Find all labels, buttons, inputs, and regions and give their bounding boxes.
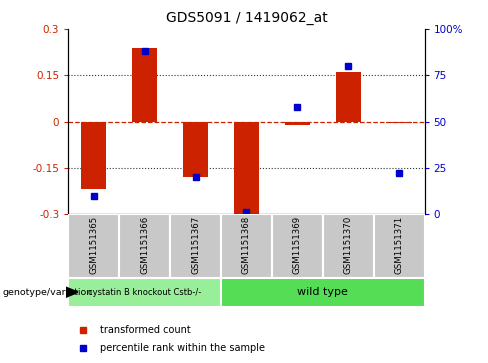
Bar: [374, 214, 425, 278]
Bar: [386, 122, 412, 123]
Text: transformed count: transformed count: [101, 325, 191, 335]
Bar: [170, 214, 221, 278]
Bar: [183, 122, 208, 177]
Text: percentile rank within the sample: percentile rank within the sample: [101, 343, 265, 354]
Bar: [81, 122, 106, 189]
Text: GSM1151368: GSM1151368: [242, 216, 251, 274]
Text: GSM1151367: GSM1151367: [191, 216, 200, 274]
Bar: [132, 48, 157, 122]
Text: wild type: wild type: [297, 287, 348, 297]
Bar: [221, 278, 425, 307]
Bar: [68, 214, 119, 278]
Text: GSM1151369: GSM1151369: [293, 216, 302, 274]
Text: GSM1151371: GSM1151371: [395, 216, 404, 274]
Polygon shape: [66, 287, 78, 297]
Text: GSM1151370: GSM1151370: [344, 216, 353, 274]
Text: genotype/variation: genotype/variation: [2, 288, 93, 297]
Bar: [221, 214, 272, 278]
Bar: [68, 278, 221, 307]
Bar: [336, 72, 361, 122]
Bar: [272, 214, 323, 278]
Bar: [119, 214, 170, 278]
Text: GSM1151366: GSM1151366: [140, 216, 149, 274]
Bar: [323, 214, 374, 278]
Bar: [285, 122, 310, 125]
Text: GSM1151365: GSM1151365: [89, 216, 98, 274]
Text: cystatin B knockout Cstb-/-: cystatin B knockout Cstb-/-: [88, 288, 201, 297]
Bar: [234, 122, 259, 214]
Title: GDS5091 / 1419062_at: GDS5091 / 1419062_at: [165, 11, 327, 25]
